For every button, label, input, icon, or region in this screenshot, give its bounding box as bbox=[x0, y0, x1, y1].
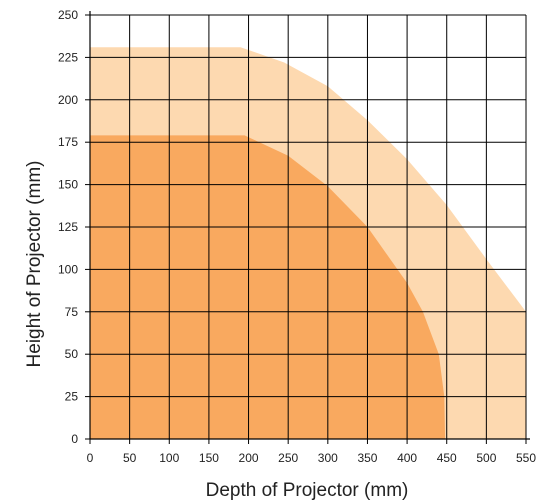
axes bbox=[89, 11, 530, 440]
gridlines bbox=[90, 14, 527, 439]
y-tick-label-25: 25 bbox=[65, 390, 79, 404]
x-axis-title: Depth of Projector (mm) bbox=[206, 480, 409, 501]
area-region-2 bbox=[90, 135, 446, 439]
x-tick-label-550: 550 bbox=[516, 451, 536, 465]
y-tick-label-50: 50 bbox=[65, 347, 79, 361]
x-tick-label-350: 350 bbox=[357, 451, 377, 465]
y-tick-label-100: 100 bbox=[58, 262, 78, 276]
y-tick-label-0: 0 bbox=[71, 432, 78, 446]
y-tick-label-250: 250 bbox=[58, 8, 78, 22]
x-tick-label-250: 250 bbox=[278, 451, 298, 465]
y-tick-label-150: 150 bbox=[58, 178, 78, 192]
y-tick-label-125: 125 bbox=[58, 220, 78, 234]
y-axis-title: Height of Projector (mm) bbox=[24, 161, 45, 368]
x-tick-label-150: 150 bbox=[199, 451, 219, 465]
x-tick-label-0: 0 bbox=[87, 451, 94, 465]
x-tick-label-300: 300 bbox=[318, 451, 338, 465]
x-tick-label-500: 500 bbox=[476, 451, 496, 465]
x-tick-label-450: 450 bbox=[437, 451, 457, 465]
x-tick-label-200: 200 bbox=[239, 451, 259, 465]
x-tick-labels: 0 50 100 150 200 250 300 350 400 450 500 550 bbox=[87, 439, 536, 465]
y-tick-label-225: 225 bbox=[58, 50, 78, 64]
area-layer bbox=[90, 47, 526, 439]
y-tick-label-175: 175 bbox=[58, 135, 78, 149]
x-tick-label-400: 400 bbox=[397, 451, 417, 465]
y-tick-label-200: 200 bbox=[58, 93, 78, 107]
x-tick-label-100: 100 bbox=[159, 451, 179, 465]
x-tick-label-50: 50 bbox=[123, 451, 137, 465]
y-tick-label-75: 75 bbox=[65, 305, 79, 319]
y-tick-labels: 0 25 50 75 100 125 150 175 200 225 250 bbox=[58, 8, 90, 446]
